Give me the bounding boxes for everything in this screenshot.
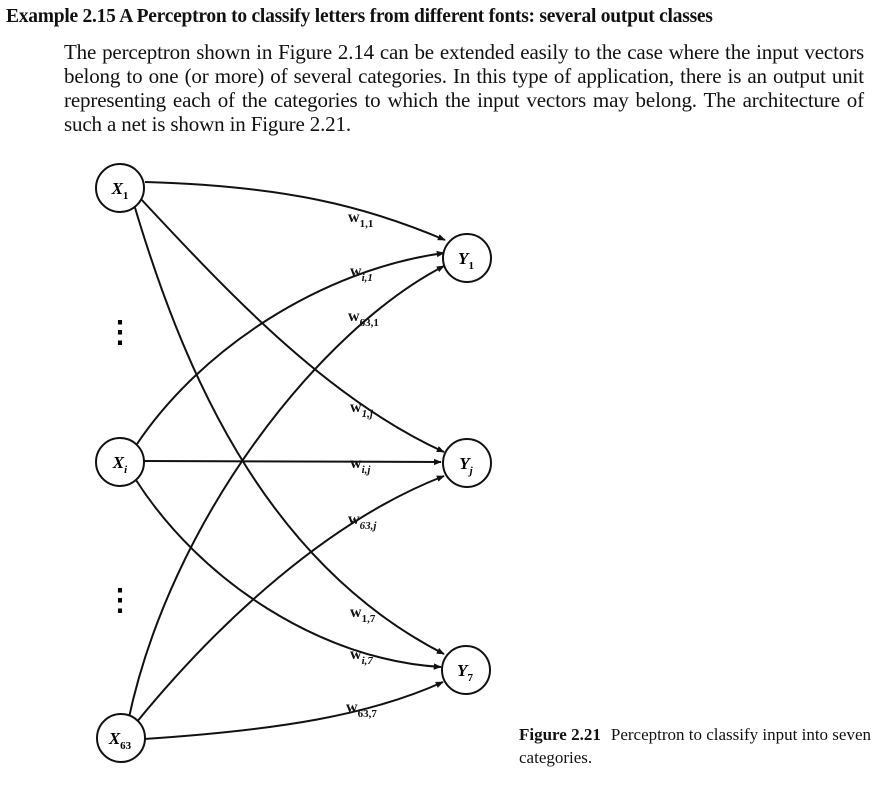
connection-xi-yj [143,458,442,466]
weight-label-w17: w1,7 [350,604,376,625]
example-heading: Example 2.15 A Perceptron to classify le… [6,6,713,27]
connection-x63-y7 [143,681,444,740]
weight-label-wij: wi,j [350,455,371,476]
weight-label-w11: w1,1 [348,209,373,230]
input-unit-x1: X1 [95,163,145,213]
caption-text: Perceptron to classify input into seven … [519,725,871,767]
input-label-x63: X63 [108,729,132,752]
connection-xi-y7 [135,479,442,670]
connection-x1-y1 [144,181,446,241]
caption-number: Figure 2.21 [519,725,601,744]
input-label-x1: X1 [111,179,129,202]
weight-label-w631: w63,1 [348,308,379,329]
weight-label-wi7: wi,7 [350,646,373,667]
connection-x63-y1 [127,265,445,723]
weight-label-w1j: w1,j [350,399,374,420]
input-unit-x63: X63 [96,713,146,763]
output-label-y7: Y7 [457,661,473,684]
connection-xi-y1 [136,250,445,445]
connection-x63-yj [135,475,445,724]
figure-caption: Figure 2.21 Perceptron to classify input … [519,723,874,769]
ellipsis-lower: ⋮ [105,584,135,617]
ellipsis-upper: ⋮ [105,316,135,349]
intro-paragraph: The perceptron shown in Figure 2.14 can … [64,40,864,136]
output-unit-y1: Y1 [442,233,492,283]
input-unit-xi: Xi [95,437,145,487]
output-unit-y7: Y7 [441,645,491,695]
output-label-yj: Yj [459,454,473,477]
output-unit-yj: Yj [442,438,492,488]
weight-label-w63j: w63,j [348,511,377,532]
output-label-y1: Y1 [458,249,474,272]
input-label-xi: Xi [112,453,128,476]
connection-x1-y7 [132,200,445,655]
weight-label-wi1: wi,1 [350,263,373,284]
connection-x1-yj [139,197,445,453]
weight-label-w637: w63,7 [346,699,377,720]
